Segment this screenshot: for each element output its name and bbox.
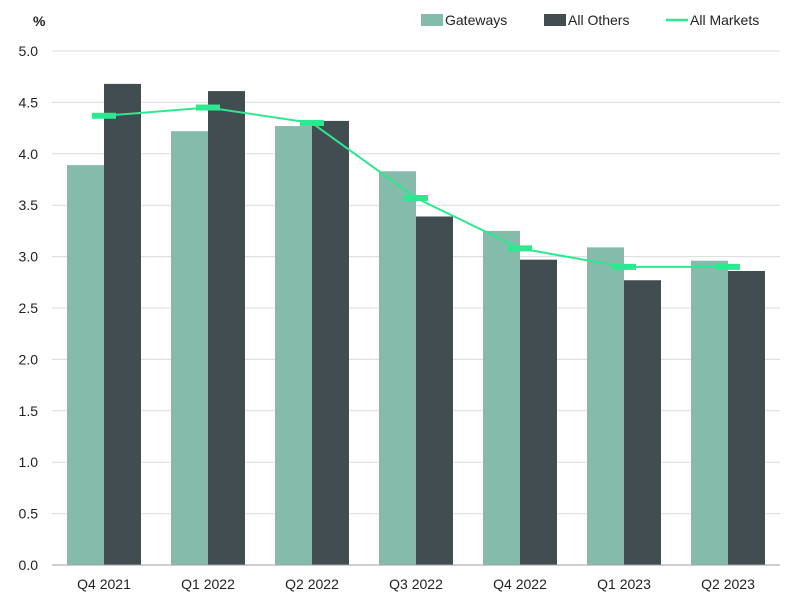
legend-swatch-all-others: [544, 14, 566, 26]
y-tick-label: 5.0: [19, 43, 39, 59]
line-marker: [300, 119, 324, 126]
all-markets-line: [92, 104, 740, 270]
bar-all-others: [416, 216, 453, 565]
bar-gateways: [691, 260, 728, 565]
y-tick-label: 1.5: [19, 403, 39, 419]
x-tick-label: Q2 2022: [285, 576, 339, 592]
y-tick-label: 2.0: [19, 351, 39, 367]
bar-all-others: [520, 259, 557, 565]
line-marker: [716, 263, 740, 270]
line-marker: [612, 263, 636, 270]
bar-all-others: [624, 280, 661, 565]
bars: [67, 83, 765, 566]
y-unit-label: %: [33, 13, 46, 29]
bar-all-others: [312, 120, 349, 566]
legend: Gateways All Others All Markets: [421, 12, 759, 28]
bar-gateways: [379, 171, 416, 565]
legend-swatch-gateways: [421, 14, 443, 26]
y-tick-label: 1.0: [19, 454, 39, 470]
x-tick-label: Q1 2023: [597, 576, 651, 592]
y-tick-label: 3.0: [19, 249, 39, 265]
line-marker: [92, 112, 116, 119]
bar-gateways: [275, 126, 312, 565]
legend-label-all-others: All Others: [568, 12, 629, 28]
legend-label-gateways: Gateways: [445, 12, 507, 28]
y-tick-label: 4.0: [19, 146, 39, 162]
axes: 0.0 0.5 1.0 1.5 2.0 2.5 3.0 3.5 4.0 4.5 5.0 Q4 2021…: [19, 43, 780, 592]
x-tick-label: Q2 2023: [701, 576, 755, 592]
bar-gateways: [171, 131, 208, 565]
bar-gateways: [67, 165, 104, 565]
bar-all-others: [208, 91, 245, 565]
legend-label-all-markets: All Markets: [690, 12, 759, 28]
line-marker: [404, 195, 428, 202]
bar-all-others: [104, 83, 141, 566]
y-tick-label: 2.5: [19, 300, 39, 316]
line-marker: [196, 104, 220, 111]
bar-gateways: [587, 247, 624, 565]
x-tick-label: Q3 2022: [389, 576, 443, 592]
x-tick-label: Q4 2021: [77, 576, 131, 592]
x-tick-label: Q1 2022: [181, 576, 235, 592]
line-marker: [508, 245, 532, 252]
y-tick-label: 4.5: [19, 94, 39, 110]
bar-all-others: [728, 270, 765, 565]
x-tick-label: Q4 2022: [493, 576, 547, 592]
y-tick-label: 0.5: [19, 506, 39, 522]
bar-gateways: [483, 230, 520, 565]
y-tick-label: 0.0: [19, 557, 39, 573]
y-tick-label: 3.5: [19, 197, 39, 213]
